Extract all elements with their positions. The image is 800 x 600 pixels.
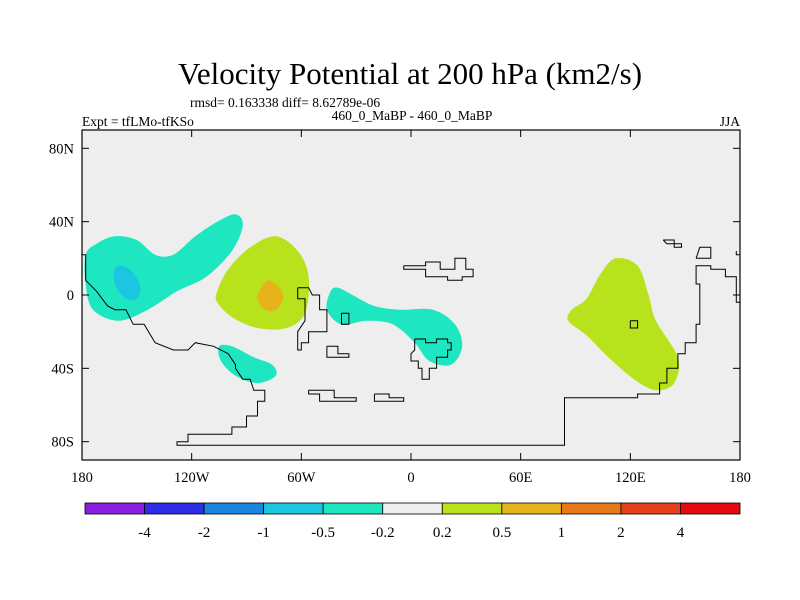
x-tick-label: 60W: [287, 470, 316, 486]
colorbar-label: 1: [558, 525, 566, 541]
coastline-segment-7: [410, 338, 452, 380]
x-tick-label: 180: [729, 470, 751, 486]
neg-minus05-central-pacific-region: [113, 265, 141, 301]
colorbar-label: 0.5: [492, 525, 511, 541]
colorbar-swatch: [84, 502, 145, 515]
y-axis-ticks: 80N 40N 0 40S 80S: [49, 141, 740, 451]
y-tick-label: 40N: [49, 215, 75, 231]
pos-02-south-america-region: [215, 236, 310, 330]
colorbar-swatch: [263, 502, 324, 515]
coastline-segment-0: [82, 254, 740, 446]
neg-minus02-southeast-pacific-region: [218, 344, 277, 383]
colorbar-label: 4: [677, 525, 685, 541]
season-label: JJA: [720, 114, 741, 129]
x-tick-label: 180: [71, 470, 93, 486]
colorbar-label: 0.2: [433, 525, 452, 541]
colorbar-swatch: [382, 502, 443, 515]
colorbar-label: 2: [617, 525, 625, 541]
stats-line: rmsd= 0.163338 diff= 8.62789e-06: [190, 95, 380, 110]
colorbar-swatch: [322, 502, 384, 515]
coastline-segment-5: [373, 393, 405, 402]
colorbar-swatch: [560, 502, 622, 515]
colorbar-label: -4: [138, 525, 151, 541]
x-axis-ticks: 180 120W 60W 0 60E 120E 180: [71, 130, 751, 486]
colorbar-swatch: [501, 502, 562, 515]
y-tick-label: 80N: [49, 141, 75, 157]
coastline-segment-6: [403, 257, 474, 281]
y-tick-label: 0: [67, 288, 74, 304]
colorbar: -4 -2 -1 -0.5 -0.2 0.2 0.5 1 2 4: [84, 502, 741, 541]
experiment-label: Expt = tfLMo-tfKSo: [82, 114, 194, 129]
colorbar-swatch: [620, 502, 681, 515]
contour-regions: [84, 214, 680, 391]
x-tick-label: 60E: [509, 470, 533, 486]
x-tick-label: 0: [407, 470, 414, 486]
colorbar-swatch: [203, 502, 265, 515]
coastline-segment-12: [629, 320, 639, 329]
coastline-segment-11: [695, 246, 712, 259]
pos-05-south-america-region: [257, 280, 284, 312]
colorbar-label: -1: [257, 525, 270, 541]
coastline-segment-10: [662, 239, 682, 248]
chart-title: Velocity Potential at 200 hPa (km2/s): [178, 56, 642, 91]
colorbar-swatch: [144, 502, 205, 515]
coastline-segment-3: [341, 312, 350, 325]
y-tick-label: 80S: [51, 435, 74, 451]
coastline-segment-2: [326, 345, 350, 358]
x-tick-label: 120W: [174, 470, 210, 486]
y-tick-label: 40S: [51, 361, 74, 377]
colorbar-swatch: [680, 502, 741, 515]
coastline-segment-1: [297, 287, 328, 351]
coastline-segment-9: [735, 251, 740, 256]
colorbar-label: -0.2: [371, 525, 395, 541]
pos-02-indian-ocean-region: [567, 258, 680, 391]
x-tick-label: 120E: [615, 470, 646, 486]
neg-minus02-atlantic-africa-region: [326, 287, 463, 366]
colorbar-label: -0.5: [311, 525, 335, 541]
period-label: 460_0_MaBP - 460_0_MaBP: [332, 108, 493, 123]
coastline-segment-4: [308, 389, 357, 402]
colorbar-swatch: [441, 502, 503, 515]
colorbar-label: -2: [198, 525, 211, 541]
